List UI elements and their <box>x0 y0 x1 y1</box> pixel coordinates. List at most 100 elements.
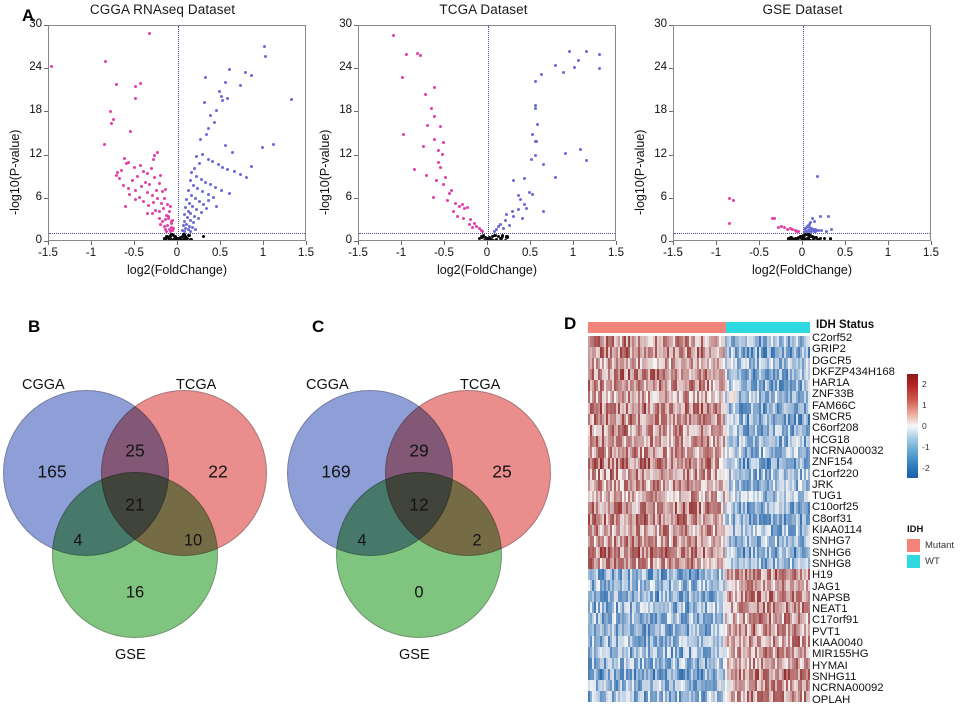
heatmap-cell <box>708 535 711 547</box>
heatmap-cell <box>789 380 792 392</box>
heatmap-cell <box>769 613 772 625</box>
volcano-point <box>185 216 189 220</box>
volcano-title-tcga: TCGA Dataset <box>439 2 528 17</box>
volcano-point <box>178 238 182 240</box>
heatmap-cell <box>670 679 673 691</box>
heatmap-cell <box>749 446 752 459</box>
volcano-plot-row: A CGGA RNAseq Dataset 0 6 12 18 24 30 -1.5 -1 -0… <box>0 0 973 292</box>
heatmap-cell <box>765 458 768 470</box>
volcano-point <box>496 225 500 229</box>
heatmap-cell <box>608 391 611 403</box>
heatmap-cell <box>745 568 748 581</box>
heatmap-cell <box>620 347 623 359</box>
heatmap-cell <box>658 613 661 625</box>
heatmap-cell <box>795 568 798 581</box>
heatmap-cell <box>624 691 627 703</box>
heatmap-cell <box>640 480 643 492</box>
heatmap-cell <box>616 347 619 359</box>
heatmap-cell <box>721 413 724 425</box>
heatmap-cell <box>644 424 647 436</box>
heatmap-cell <box>745 424 748 436</box>
heatmap-cell <box>604 580 607 592</box>
heatmap-cell <box>686 458 689 470</box>
heatmap-cell <box>741 402 744 414</box>
heatmap-cell <box>773 580 776 592</box>
heatmap-cell <box>773 446 776 459</box>
heatmap-cell <box>719 635 722 647</box>
heatmap-cell <box>799 668 802 680</box>
heatmap-cell <box>674 613 677 625</box>
heatmap-cell <box>668 469 671 481</box>
heatmap-cell <box>771 624 774 636</box>
x-axis-tick-label: -1 <box>395 247 407 259</box>
heatmap-cell <box>710 502 713 514</box>
heatmap-cell <box>682 391 685 403</box>
heatmap-cell <box>620 591 623 603</box>
heatmap-cell <box>706 502 709 514</box>
heatmap-cell <box>717 446 720 459</box>
heatmap-cell <box>674 424 677 436</box>
heatmap-cell <box>735 535 738 547</box>
heatmap-cell <box>684 358 687 370</box>
heatmap-cell <box>775 424 778 436</box>
heatmap-cell <box>733 502 736 514</box>
heatmap-gene-label: DKFZP434H168 <box>812 365 895 378</box>
heatmap-cell <box>745 469 748 481</box>
heatmap-cell <box>801 546 804 558</box>
heatmap-cell <box>769 524 772 536</box>
heatmap-cell <box>632 413 635 425</box>
heatmap-gene-label: SNHG7 <box>812 535 851 548</box>
heatmap-cell <box>690 635 693 647</box>
heatmap-cell <box>785 624 788 636</box>
heatmap-cell <box>618 391 621 403</box>
heatmap-cell <box>735 668 738 680</box>
volcano-point <box>808 226 812 230</box>
heatmap-cell <box>640 391 643 403</box>
volcano-point <box>122 183 126 187</box>
heatmap-cell <box>753 369 756 381</box>
heatmap-cell <box>777 369 780 381</box>
volcano-point <box>423 92 427 96</box>
heatmap-cell <box>666 657 669 669</box>
x-axis-label: log2(FoldChange) <box>436 263 538 277</box>
heatmap-cell <box>654 557 657 569</box>
heatmap-cell <box>684 591 687 603</box>
heatmap-cell <box>749 668 752 680</box>
heatmap-cell <box>759 424 762 436</box>
heatmap-cell <box>731 358 734 370</box>
volcano-point <box>510 210 514 214</box>
heatmap-cell <box>706 480 709 492</box>
heatmap-cell <box>739 613 742 625</box>
heatmap-cell <box>712 557 715 569</box>
heatmap-cell <box>648 435 651 447</box>
heatmap-cell <box>753 557 756 569</box>
heatmap-cell <box>614 413 617 425</box>
heatmap-cell <box>712 535 715 547</box>
heatmap-cell <box>783 613 786 625</box>
heatmap-cell <box>622 491 625 503</box>
volcano-point <box>136 174 140 178</box>
heatmap-cell <box>714 391 717 403</box>
heatmap-cell <box>594 369 597 381</box>
heatmap-cell <box>588 347 591 359</box>
heatmap-cell <box>731 446 734 459</box>
heatmap-cell <box>624 402 627 414</box>
heatmap-cell <box>644 480 647 492</box>
heatmap-cell <box>803 546 806 558</box>
heatmap-cell <box>727 646 730 658</box>
heatmap-cell <box>777 657 780 669</box>
volcano-point <box>500 234 505 238</box>
heatmap-cell <box>694 402 697 414</box>
heatmap-cell <box>672 413 675 425</box>
heatmap-cell <box>636 480 639 492</box>
heatmap-cell <box>777 402 780 414</box>
heatmap-cell <box>694 691 697 703</box>
heatmap-cell <box>652 635 655 647</box>
heatmap-cell <box>678 435 681 447</box>
heatmap-cell <box>789 668 792 680</box>
heatmap-cell <box>789 691 792 703</box>
heatmap-cell <box>700 369 703 381</box>
heatmap-cell <box>712 613 715 625</box>
heatmap-cell <box>656 524 659 536</box>
heatmap-cell <box>654 679 657 691</box>
